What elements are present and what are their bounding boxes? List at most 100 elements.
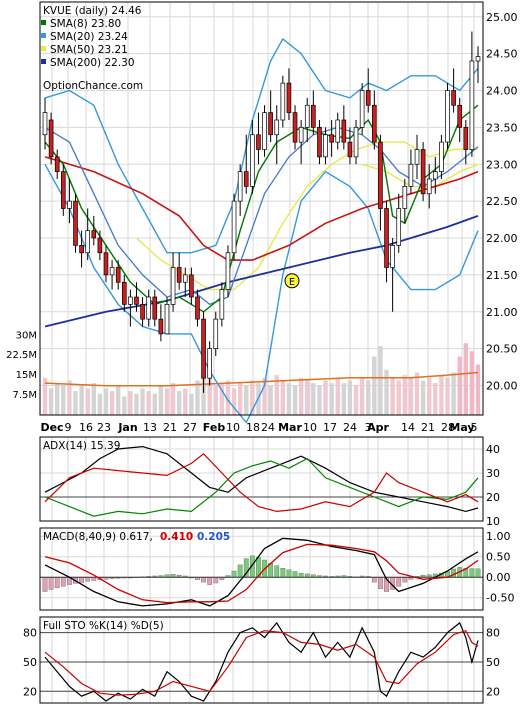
- volume-bar: [281, 380, 285, 415]
- candle-body: [324, 135, 328, 157]
- candle-body: [250, 135, 254, 187]
- volume-tick-label: 7.5M: [12, 390, 37, 401]
- volume-bar: [348, 380, 352, 415]
- legend-swatch: [41, 20, 46, 25]
- candle-body: [110, 268, 114, 275]
- price-tick-label: 22.00: [486, 232, 518, 245]
- volume-bar: [439, 375, 443, 415]
- volume-bar: [55, 383, 59, 415]
- volume-bar: [403, 375, 407, 415]
- candle-body: [354, 127, 358, 157]
- legend-swatch: [41, 33, 46, 38]
- volume-bar: [214, 386, 218, 415]
- x-tick-label: 17: [323, 421, 337, 434]
- volume-bar: [317, 386, 321, 415]
- volume-bar: [421, 380, 425, 415]
- volume-bar: [116, 386, 120, 415]
- candle-body: [305, 105, 309, 127]
- candle-body: [74, 201, 78, 245]
- candle-body: [391, 245, 395, 267]
- volume-bar: [354, 386, 358, 415]
- volume-bar: [397, 380, 401, 415]
- candle-body: [287, 83, 291, 113]
- candle-body: [385, 209, 389, 268]
- macd-histogram-bar: [207, 577, 211, 584]
- candle-body: [226, 253, 230, 290]
- candle-body: [378, 142, 382, 208]
- volume-bar: [195, 380, 199, 415]
- candle-body: [372, 105, 376, 142]
- macd-histogram-bar: [232, 571, 236, 577]
- volume-bar: [372, 357, 376, 415]
- candle-body: [122, 282, 126, 304]
- macd-histogram-bar: [281, 568, 285, 577]
- price-tick-label: 25.00: [486, 11, 518, 24]
- candle-body: [311, 105, 315, 127]
- macd-histogram-bar: [43, 577, 47, 591]
- volume-bar: [85, 388, 89, 415]
- adx-tick-label: 40: [486, 443, 500, 456]
- price-tick-label: 21.00: [486, 306, 518, 319]
- candle-body: [342, 120, 346, 142]
- candle-body: [452, 91, 456, 106]
- candle-body: [67, 201, 71, 208]
- price-tick-label: 24.00: [486, 85, 518, 98]
- candle-body: [183, 275, 187, 282]
- candle-body: [256, 135, 260, 150]
- watermark-text: OptionChance.com: [43, 80, 143, 92]
- macd-histogram-bar: [470, 569, 474, 578]
- sto-tick-label-left: 50: [23, 656, 37, 669]
- candle-body: [275, 120, 279, 135]
- volume-tick-label: 15M: [16, 370, 37, 381]
- candle-body: [458, 105, 462, 127]
- candle-body: [409, 164, 413, 186]
- macd-histogram-bar: [403, 577, 407, 582]
- sto-tick-label-right: 20: [486, 685, 500, 698]
- volume-bar: [98, 394, 102, 415]
- volume-tick-label: 30M: [16, 330, 37, 341]
- earnings-marker-label: E: [289, 277, 295, 288]
- legend-label: SMA(8) 23.80: [50, 18, 121, 30]
- candle-body: [86, 231, 90, 253]
- candle-body: [147, 297, 151, 319]
- x-tick-label: 24: [343, 421, 357, 434]
- x-tick-label: 18: [246, 421, 260, 434]
- candle-body: [263, 113, 267, 150]
- candle-body: [439, 142, 443, 172]
- price-tick-label: 23.00: [486, 158, 518, 171]
- candle-body: [397, 209, 401, 246]
- candle-body: [141, 304, 145, 319]
- volume-bar: [329, 383, 333, 415]
- macd-title: MACD(8,40,9) 0.617,: [43, 531, 153, 543]
- volume-bar: [336, 378, 340, 415]
- candle-body: [446, 91, 450, 143]
- sto-title: Full STO %K(14) %D(5): [43, 620, 164, 632]
- candle-body: [299, 127, 303, 142]
- volume-bar: [464, 343, 468, 415]
- candle-body: [177, 268, 181, 283]
- macd-histogram-bar: [85, 577, 89, 581]
- macd-histogram-value: 0.205: [197, 531, 230, 543]
- macd-histogram-bar: [61, 577, 65, 586]
- candle-body: [189, 275, 193, 297]
- volume-bar: [110, 391, 114, 415]
- volume-bar: [268, 386, 272, 415]
- macd-histogram-bar: [476, 569, 480, 577]
- candle-body: [470, 61, 474, 150]
- x-tick-label: Apr: [367, 421, 389, 434]
- x-tick-label: 13: [143, 421, 157, 434]
- macd-histogram-bar: [293, 571, 297, 577]
- legend-label: SMA(50) 23.21: [50, 44, 128, 56]
- adx-tick-label: 20: [486, 491, 500, 504]
- price-tick-label: 21.50: [486, 269, 518, 282]
- volume-bar: [323, 380, 327, 415]
- candle-body: [92, 231, 96, 238]
- x-tick-label: Jan: [117, 421, 137, 434]
- legend-label: SMA(20) 23.24: [50, 31, 128, 43]
- macd-histogram-bar: [275, 566, 279, 577]
- candle-body: [330, 135, 334, 142]
- candle-body: [116, 268, 120, 283]
- candle-body: [55, 157, 59, 172]
